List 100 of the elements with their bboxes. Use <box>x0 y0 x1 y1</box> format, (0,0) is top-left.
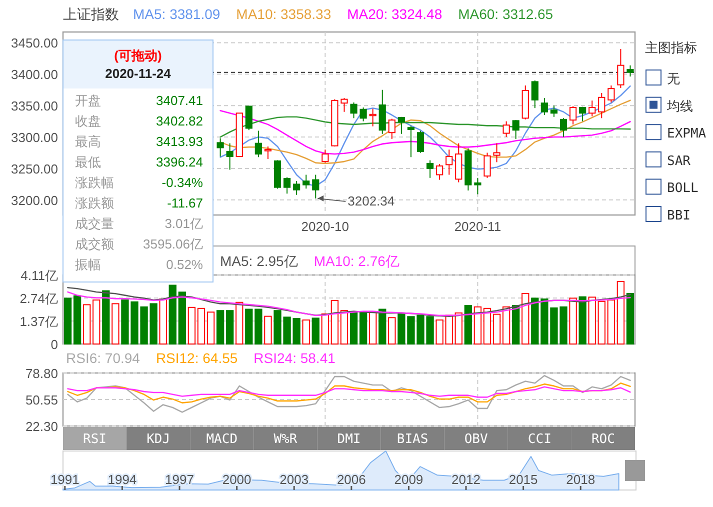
bar <box>616 281 625 344</box>
bar <box>64 298 72 344</box>
category-label: CCI <box>528 432 552 447</box>
candlestick <box>407 125 415 158</box>
category-label: EXPMA <box>667 126 706 142</box>
bar <box>531 298 539 344</box>
bar <box>159 298 167 344</box>
candlestick <box>560 118 568 138</box>
category-label: BIAS <box>396 432 428 447</box>
series-label: RSI6: 70.94 <box>66 350 140 366</box>
bar <box>378 308 386 344</box>
y-tick-label: 3350.00 <box>11 98 58 114</box>
y-tick-label: 4.11亿 <box>20 268 58 283</box>
category-label: OBV <box>464 432 488 447</box>
candlestick <box>254 130 262 158</box>
bar <box>502 306 510 344</box>
y-tick-label: 22.30 <box>25 419 58 434</box>
y-tick-label: 3250.00 <box>11 161 58 176</box>
candlestick <box>369 108 376 127</box>
bar <box>454 312 462 344</box>
candlestick <box>550 105 558 118</box>
category-label: 开盘 <box>75 93 101 108</box>
bar <box>188 306 196 344</box>
x-tick-label: 2018 <box>566 472 596 487</box>
y-tick-label: 3450.00 <box>11 36 58 51</box>
bar <box>236 302 244 344</box>
bar <box>522 292 530 344</box>
candlestick <box>502 120 510 138</box>
candlestick <box>350 102 358 119</box>
x-tick-label: 2020-11 <box>454 219 502 234</box>
series-label: RSI24: 58.41 <box>254 350 336 366</box>
text: MA20: 3324.48 <box>347 6 442 22</box>
bar <box>340 310 348 344</box>
candlestick <box>598 92 606 119</box>
candlestick <box>588 100 596 117</box>
line-series <box>220 116 631 138</box>
candlestick <box>493 142 500 163</box>
text: 3402.82 <box>156 114 203 128</box>
bar <box>626 292 634 344</box>
y-tick-label: 50.55 <box>25 392 58 408</box>
category-label: MACD <box>206 432 238 447</box>
line-series <box>67 291 631 316</box>
category-label: BBI <box>667 208 690 224</box>
category-label: BOLL <box>667 181 698 196</box>
text: MA5: 2.95亿 <box>220 253 298 269</box>
y-tick-label: 3200.00 <box>11 192 58 208</box>
candlestick <box>293 180 300 196</box>
bar <box>302 319 310 344</box>
bar <box>226 310 234 344</box>
bar <box>607 300 616 344</box>
x-tick-label: 2009 <box>394 472 424 487</box>
bar <box>368 312 377 344</box>
text: MA10: 2.76亿 <box>314 253 400 269</box>
category-label: RSI <box>83 432 107 447</box>
candlestick <box>617 48 624 88</box>
candlestick <box>416 130 424 154</box>
text: 3396.24 <box>156 154 203 170</box>
bar <box>216 310 224 344</box>
bar <box>359 311 368 344</box>
x-tick-label: 1994 <box>108 472 137 487</box>
candlestick <box>569 106 577 125</box>
text: MA10: 3358.33 <box>236 6 332 22</box>
bar <box>388 317 396 344</box>
category-label: 成交量 <box>75 216 114 231</box>
text: MA60: 3312.65 <box>458 6 554 22</box>
bar <box>92 300 100 344</box>
candlestick <box>608 84 615 103</box>
category-label: 收盘 <box>75 114 101 128</box>
category-label: KDJ <box>146 432 170 447</box>
candlestick <box>426 160 434 178</box>
x-tick-label: 1997 <box>165 472 194 487</box>
candlestick <box>446 149 453 176</box>
category-label: 最低 <box>75 154 101 170</box>
y-tick-label: 0 <box>50 337 58 352</box>
text: 0.52% <box>166 257 203 272</box>
candlestick <box>322 149 329 164</box>
y-tick-label: 2.74亿 <box>20 291 58 306</box>
y-tick-label: 3400.00 <box>11 67 58 82</box>
bar <box>168 284 176 344</box>
text: 2020-11-24 <box>105 66 172 81</box>
text: -0.34% <box>162 175 203 190</box>
bar <box>312 318 320 344</box>
category-label: 最高 <box>75 134 101 149</box>
text: (可拖动) <box>114 48 162 63</box>
category-label: 成交额 <box>75 236 114 252</box>
candlestick <box>531 80 538 109</box>
candlestick <box>283 176 291 194</box>
candlestick <box>245 106 252 131</box>
candlestick <box>436 164 444 180</box>
bar <box>483 308 492 344</box>
category-label: SAR <box>667 154 691 169</box>
category-label: DMI <box>337 432 361 447</box>
category-label: 涨跌幅 <box>75 175 114 190</box>
annotation: 3202.34 <box>348 193 395 208</box>
series-label: RSI12: 64.55 <box>156 350 238 366</box>
y-tick-label: 3300.00 <box>11 130 58 146</box>
line-series <box>67 382 631 404</box>
bar <box>206 312 215 344</box>
candlestick <box>360 106 367 122</box>
category-label: 振幅 <box>75 257 101 272</box>
